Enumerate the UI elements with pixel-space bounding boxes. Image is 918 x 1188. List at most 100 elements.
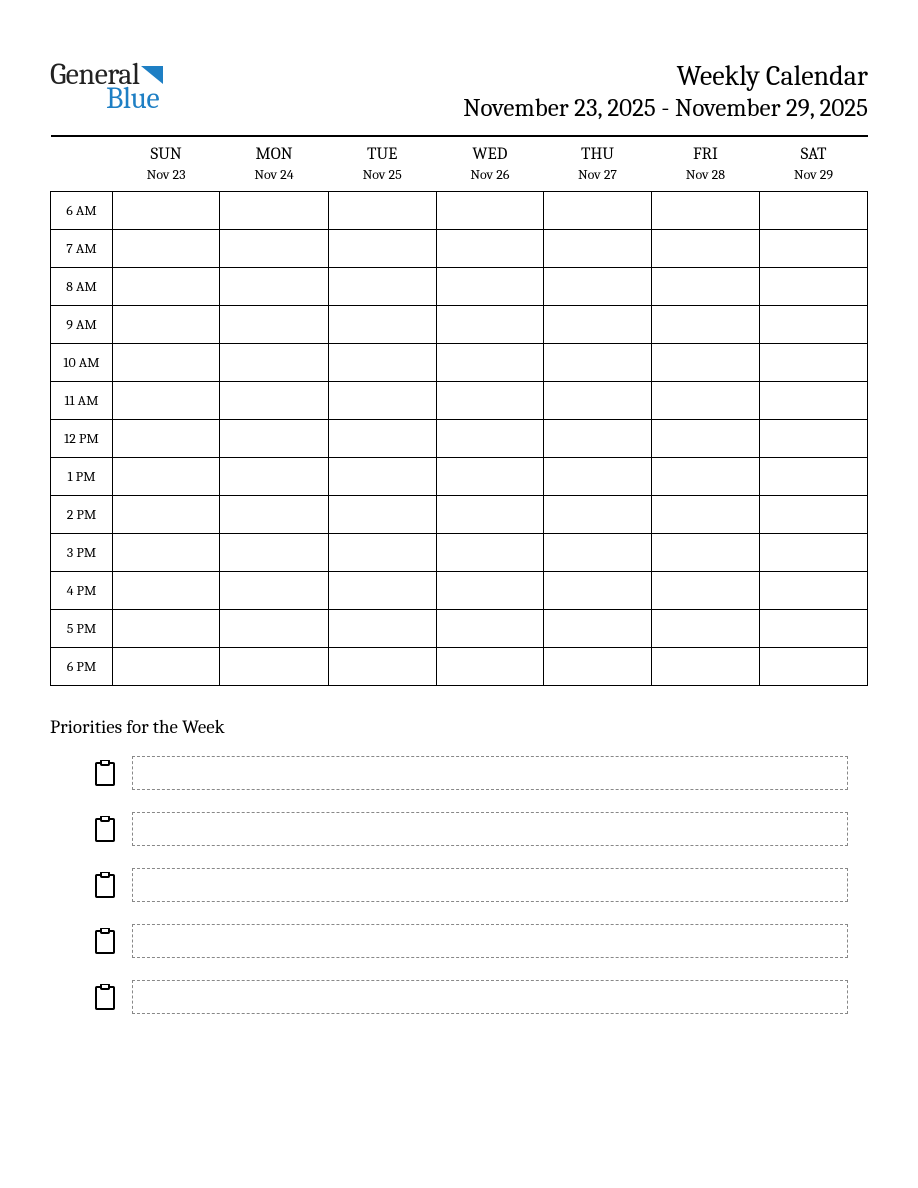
calendar-cell[interactable]: [760, 496, 868, 534]
calendar-cell[interactable]: [328, 306, 436, 344]
calendar-cell[interactable]: [760, 382, 868, 420]
calendar-cell[interactable]: [436, 382, 544, 420]
priority-input-line[interactable]: [132, 980, 848, 1014]
calendar-cell[interactable]: [436, 420, 544, 458]
calendar-cell[interactable]: [328, 192, 436, 230]
calendar-cell[interactable]: [220, 458, 328, 496]
calendar-cell[interactable]: [544, 534, 652, 572]
calendar-cell[interactable]: [113, 344, 220, 382]
calendar-cell[interactable]: [436, 230, 544, 268]
calendar-cell[interactable]: [544, 458, 652, 496]
calendar-cell[interactable]: [651, 496, 759, 534]
time-label: 6 AM: [51, 192, 113, 230]
calendar-cell[interactable]: [113, 382, 220, 420]
calendar-cell[interactable]: [651, 534, 759, 572]
calendar-cell[interactable]: [544, 382, 652, 420]
calendar-cell[interactable]: [651, 458, 759, 496]
calendar-cell[interactable]: [544, 572, 652, 610]
calendar-cell[interactable]: [328, 420, 436, 458]
calendar-cell[interactable]: [328, 496, 436, 534]
calendar-cell[interactable]: [328, 648, 436, 686]
calendar-cell[interactable]: [651, 344, 759, 382]
calendar-cell[interactable]: [220, 268, 328, 306]
calendar-cell[interactable]: [113, 496, 220, 534]
calendar-cell[interactable]: [220, 496, 328, 534]
calendar-cell[interactable]: [328, 458, 436, 496]
calendar-cell[interactable]: [760, 230, 868, 268]
calendar-cell[interactable]: [544, 230, 652, 268]
calendar-cell[interactable]: [544, 496, 652, 534]
calendar-cell[interactable]: [651, 268, 759, 306]
calendar-cell[interactable]: [544, 610, 652, 648]
priority-input-line[interactable]: [132, 756, 848, 790]
calendar-cell[interactable]: [651, 648, 759, 686]
calendar-cell[interactable]: [220, 306, 328, 344]
calendar-cell[interactable]: [760, 648, 868, 686]
priority-input-line[interactable]: [132, 924, 848, 958]
calendar-cell[interactable]: [760, 268, 868, 306]
priority-input-line[interactable]: [132, 868, 848, 902]
calendar-cell[interactable]: [328, 572, 436, 610]
calendar-cell[interactable]: [651, 572, 759, 610]
calendar-cell[interactable]: [760, 192, 868, 230]
calendar-cell[interactable]: [220, 420, 328, 458]
calendar-cell[interactable]: [113, 268, 220, 306]
calendar-cell[interactable]: [220, 230, 328, 268]
calendar-cell[interactable]: [544, 420, 652, 458]
calendar-cell[interactable]: [436, 306, 544, 344]
calendar-cell[interactable]: [328, 382, 436, 420]
calendar-cell[interactable]: [113, 648, 220, 686]
calendar-cell[interactable]: [544, 306, 652, 344]
calendar-cell[interactable]: [328, 610, 436, 648]
calendar-cell[interactable]: [760, 420, 868, 458]
calendar-cell[interactable]: [220, 610, 328, 648]
calendar-cell[interactable]: [760, 534, 868, 572]
calendar-cell[interactable]: [113, 572, 220, 610]
calendar-cell[interactable]: [760, 572, 868, 610]
calendar-cell[interactable]: [436, 344, 544, 382]
calendar-cell[interactable]: [760, 458, 868, 496]
calendar-cell[interactable]: [760, 306, 868, 344]
calendar-cell[interactable]: [544, 192, 652, 230]
calendar-cell[interactable]: [113, 534, 220, 572]
calendar-cell[interactable]: [544, 648, 652, 686]
calendar-cell[interactable]: [760, 344, 868, 382]
calendar-cell[interactable]: [220, 382, 328, 420]
calendar-cell[interactable]: [113, 420, 220, 458]
calendar-cell[interactable]: [220, 534, 328, 572]
calendar-cell[interactable]: [113, 610, 220, 648]
calendar-cell[interactable]: [113, 458, 220, 496]
calendar-cell[interactable]: [113, 192, 220, 230]
calendar-cell[interactable]: [760, 610, 868, 648]
calendar-cell[interactable]: [220, 344, 328, 382]
calendar-cell[interactable]: [436, 572, 544, 610]
calendar-cell[interactable]: [220, 192, 328, 230]
calendar-cell[interactable]: [328, 268, 436, 306]
calendar-cell[interactable]: [651, 306, 759, 344]
calendar-cell[interactable]: [651, 382, 759, 420]
calendar-cell[interactable]: [436, 268, 544, 306]
priority-input-line[interactable]: [132, 812, 848, 846]
calendar-cell[interactable]: [436, 458, 544, 496]
calendar-cell[interactable]: [651, 610, 759, 648]
calendar-cell[interactable]: [436, 192, 544, 230]
calendar-cell[interactable]: [220, 572, 328, 610]
calendar-cell[interactable]: [328, 344, 436, 382]
time-label: 3 PM: [51, 534, 113, 572]
calendar-cell[interactable]: [544, 268, 652, 306]
day-header: SAT: [760, 136, 868, 164]
calendar-row: 7 AM: [51, 230, 868, 268]
calendar-cell[interactable]: [651, 192, 759, 230]
calendar-cell[interactable]: [220, 648, 328, 686]
calendar-cell[interactable]: [436, 610, 544, 648]
calendar-cell[interactable]: [113, 230, 220, 268]
calendar-cell[interactable]: [328, 534, 436, 572]
calendar-cell[interactable]: [544, 344, 652, 382]
calendar-cell[interactable]: [651, 420, 759, 458]
calendar-cell[interactable]: [436, 648, 544, 686]
calendar-cell[interactable]: [113, 306, 220, 344]
calendar-cell[interactable]: [328, 230, 436, 268]
calendar-cell[interactable]: [436, 496, 544, 534]
calendar-cell[interactable]: [651, 230, 759, 268]
calendar-cell[interactable]: [436, 534, 544, 572]
